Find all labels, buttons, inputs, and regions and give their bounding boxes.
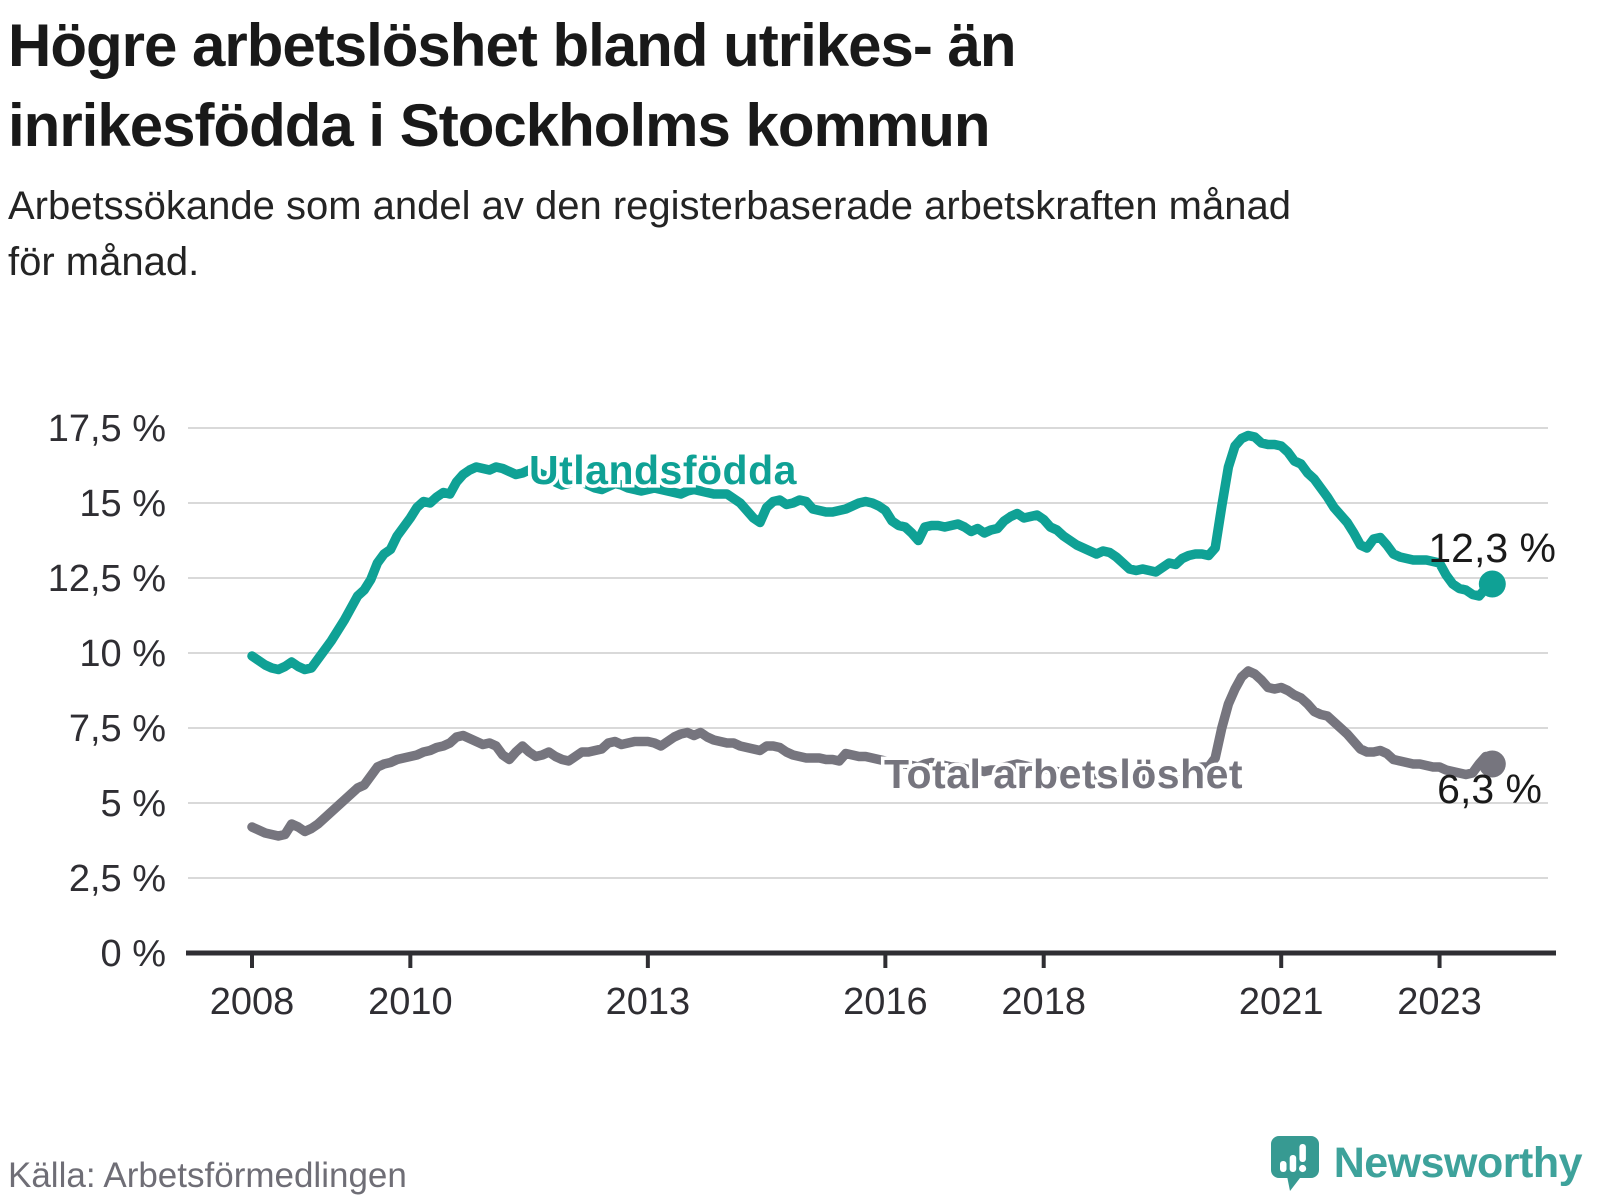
x-tick-label: 2021	[1239, 981, 1324, 1023]
y-tick-label: 5 %	[101, 783, 166, 825]
x-tick-label: 2010	[368, 981, 453, 1023]
x-tick-label: 2023	[1397, 981, 1482, 1023]
end-value-label: 6,3 %	[1437, 766, 1542, 812]
x-tick-label: 2008	[210, 981, 295, 1023]
newsworthy-logo: Newsworthy	[1269, 1134, 1583, 1192]
series-line	[247, 666, 1498, 841]
y-tick-label: 0 %	[101, 933, 166, 975]
source-note: Källa: Arbetsförmedlingen	[8, 1156, 407, 1195]
page-subtitle: Arbetssökande som andel av den registerb…	[8, 184, 1291, 284]
series-label: Total arbetslöshet	[884, 751, 1243, 797]
y-tick-label: 10 %	[79, 633, 166, 675]
x-tick-label: 2013	[606, 981, 691, 1023]
series-label: Utlandsfödda	[529, 447, 798, 493]
x-tick-label: 2018	[1001, 981, 1086, 1023]
y-tick-label: 15 %	[79, 483, 166, 525]
series-line	[247, 430, 1498, 675]
end-value-label: 12,3 %	[1428, 525, 1556, 571]
series-end-dot	[1478, 570, 1506, 598]
y-tick-label: 17,5 %	[48, 408, 166, 450]
x-tick-label: 2016	[843, 981, 928, 1023]
page-title: Högre arbetslöshet bland utrikes- än inr…	[8, 12, 1017, 159]
y-tick-label: 12,5 %	[48, 558, 166, 600]
y-tick-label: 2,5 %	[69, 858, 166, 900]
newsworthy-wordmark: Newsworthy	[1333, 1138, 1583, 1187]
newsworthy-logo-icon	[1270, 1136, 1319, 1191]
y-tick-label: 7,5 %	[69, 708, 166, 750]
series-end-dot	[1478, 750, 1506, 778]
